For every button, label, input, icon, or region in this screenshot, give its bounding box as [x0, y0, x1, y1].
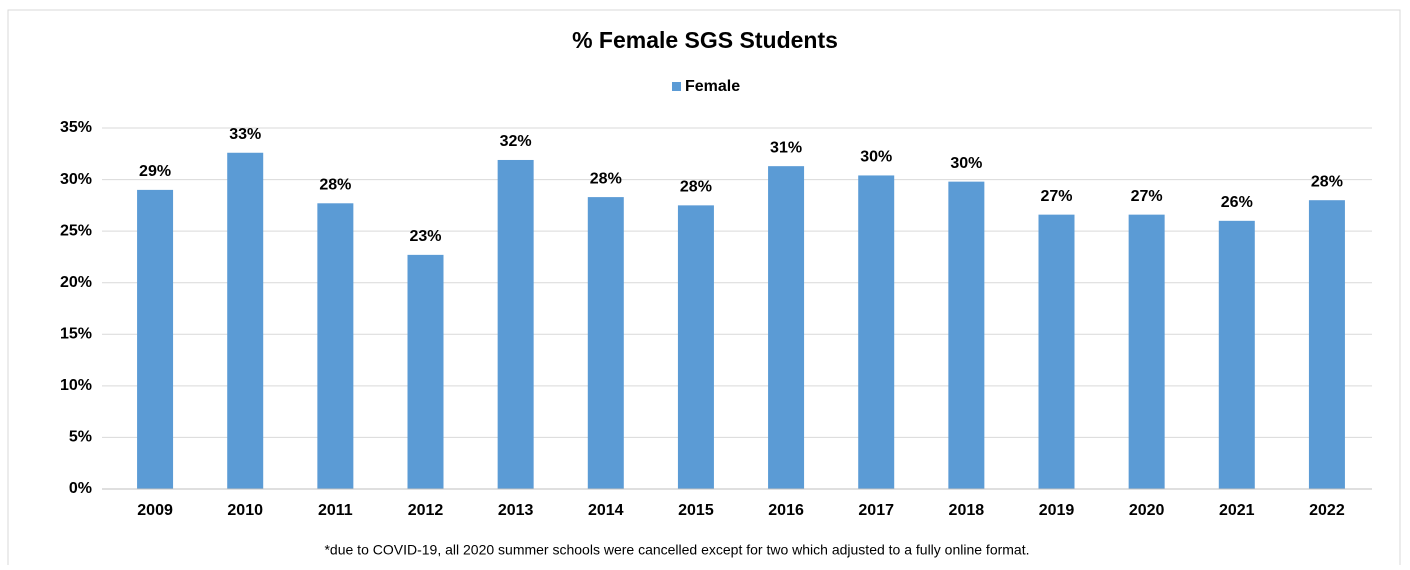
- legend-label: Female: [685, 78, 740, 95]
- y-tick-label: 5%: [69, 429, 92, 446]
- data-label: 32%: [500, 133, 532, 150]
- y-tick-label: 10%: [60, 377, 92, 394]
- x-tick-label: 2017: [858, 502, 894, 519]
- bar: [227, 152, 264, 490]
- bar: [137, 189, 174, 489]
- bar: [768, 166, 805, 490]
- bar: [677, 205, 714, 489]
- x-tick-label: 2018: [949, 502, 985, 519]
- y-tick-label: 30%: [60, 171, 92, 188]
- data-label: 28%: [680, 179, 712, 196]
- bar: [1128, 214, 1165, 489]
- data-label: 31%: [770, 139, 802, 156]
- x-tick-label: 2022: [1309, 502, 1345, 519]
- data-label: 30%: [860, 149, 892, 166]
- chart-title: % Female SGS Students: [572, 27, 838, 53]
- data-label: 27%: [1131, 188, 1163, 205]
- bar: [1038, 214, 1075, 489]
- bar: [858, 175, 895, 489]
- data-label: 23%: [409, 228, 441, 245]
- data-label: 26%: [1221, 194, 1253, 211]
- bar: [1218, 220, 1255, 490]
- x-tick-label: 2013: [498, 502, 534, 519]
- x-tick-label: 2014: [588, 502, 624, 519]
- bar: [317, 203, 354, 489]
- legend-swatch: [672, 82, 681, 91]
- x-tick-label: 2012: [408, 502, 444, 519]
- data-label: 29%: [139, 163, 171, 180]
- y-tick-label: 0%: [69, 480, 92, 497]
- data-label: 28%: [319, 177, 351, 194]
- data-label: 33%: [229, 126, 261, 143]
- y-tick-label: 25%: [60, 222, 92, 239]
- x-tick-label: 2009: [137, 502, 173, 519]
- data-label: 28%: [590, 170, 622, 187]
- x-tick-label: 2010: [227, 502, 263, 519]
- x-tick-label: 2021: [1219, 502, 1255, 519]
- data-label: 28%: [1311, 173, 1343, 190]
- bar: [497, 159, 534, 489]
- bar: [948, 181, 985, 490]
- footnote: *due to COVID-19, all 2020 summer school…: [324, 542, 1029, 558]
- bar: [587, 197, 624, 489]
- y-tick-label: 20%: [60, 274, 92, 291]
- y-tick-label: 15%: [60, 326, 92, 343]
- bar: [407, 254, 444, 489]
- y-tick-label: 35%: [60, 119, 92, 136]
- x-tick-label: 2015: [678, 502, 714, 519]
- data-label: 30%: [950, 155, 982, 172]
- x-tick-label: 2016: [768, 502, 804, 519]
- bar: [1308, 200, 1345, 489]
- x-tick-label: 2019: [1039, 502, 1075, 519]
- data-label: 27%: [1040, 188, 1072, 205]
- x-tick-label: 2011: [318, 502, 353, 519]
- x-tick-label: 2020: [1129, 502, 1165, 519]
